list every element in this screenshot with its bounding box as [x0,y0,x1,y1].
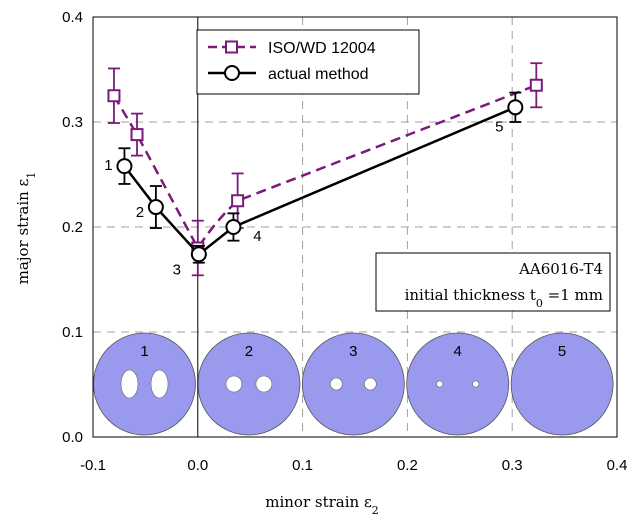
specimen-5 [510,332,614,436]
specimen-hole [363,377,377,391]
data-point [107,89,121,103]
specimen-label: 2 [245,343,253,360]
series-iso [107,62,543,277]
x-axis-label: minor strain ε2 [265,493,379,517]
specimen-hole [436,380,444,388]
specimen-strip: 1 2 3 4 5 [93,332,614,436]
specimen-hole [329,377,343,391]
data-point [225,219,242,235]
y-axis-label-main: major strain ε [14,178,32,284]
point-label-5: 5 [495,118,503,135]
annotation-thickness: initial thickness t0 =1 mm [405,286,603,310]
annotation-thickness-main: initial thickness t [405,286,536,304]
x-tick-label: 0.2 [397,457,418,474]
material-annotation: AA6016-T4 initial thickness t0 =1 mm [375,252,611,312]
legend-swatch-actual-marker [224,65,240,81]
tick-labels: -0.1 0.0 0.1 0.2 0.3 0.4 0.0 0.1 0.2 0.3 0.4 [62,9,627,474]
y-tick-label: 0.1 [62,324,83,341]
legend: ISO/WD 12004 actual method [196,29,420,95]
data-point [147,199,164,216]
x-axis-label-main: minor strain ε [265,493,372,511]
x-tick-label: 0.4 [607,457,628,474]
data-point [507,99,524,116]
data-point [190,246,207,263]
legend-label-iso: ISO/WD 12004 [268,40,376,57]
y-tick-label: 0.4 [62,9,83,26]
specimen-hole [225,375,243,393]
data-point [529,78,543,92]
specimen-label: 4 [454,343,462,360]
point-label-4: 4 [253,228,261,245]
plot-border [92,16,618,438]
specimen-3 [301,332,405,436]
point-label-3: 3 [173,261,181,278]
x-axis-label-sub: 2 [372,504,379,517]
specimen-4 [406,332,510,436]
annotation-box [375,252,611,312]
legend-swatch-iso-marker [225,40,238,54]
y-axis-label-sub: 1 [25,172,38,179]
y-axis-label: major strain ε1 [14,172,38,285]
y-tick-label: 0.2 [62,219,83,236]
specimen-label: 3 [349,343,357,360]
data-point [116,158,133,175]
x-tick-label: 0.0 [187,457,208,474]
specimen-hole [150,369,169,399]
specimen-label: 1 [140,343,148,360]
specimen-label: 5 [558,343,566,360]
data-point [130,128,144,142]
x-tick-label: 0.3 [502,457,523,474]
x-tick-label: 0.1 [292,457,313,474]
series-actual [116,91,524,264]
legend-label-actual: actual method [268,66,369,83]
series-line [112,84,537,251]
annotation-thickness-value: =1 mm [543,286,603,304]
data-point [231,194,245,208]
y-tick-label: 0.0 [62,429,83,446]
point-label-2: 2 [136,204,144,221]
specimen-hole [120,369,139,399]
point-labels: 1 2 3 4 5 [104,118,503,278]
y-tick-label: 0.3 [62,114,83,131]
annotation-thickness-sub: 0 [536,297,543,310]
series-layer [107,62,543,277]
specimen-hole [472,380,480,388]
specimen-hole [255,375,273,393]
point-label-1: 1 [104,157,112,174]
x-tick-label: -0.1 [80,457,106,474]
annotation-material: AA6016-T4 [518,260,603,278]
series-line [123,106,516,257]
